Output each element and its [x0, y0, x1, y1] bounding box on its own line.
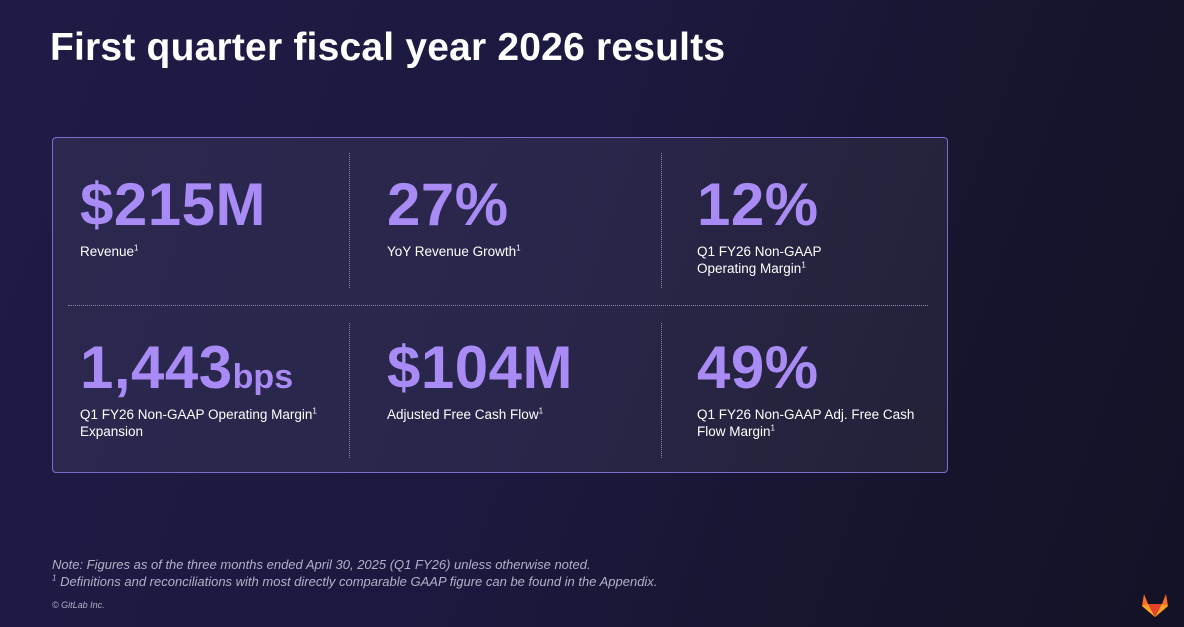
- metric-margin-expansion: 1,443bps Q1 FY26 Non-GAAP Operating Marg…: [80, 338, 317, 440]
- column-divider: [349, 153, 350, 288]
- column-divider: [661, 153, 662, 288]
- metric-value: $215M: [80, 171, 266, 238]
- metric-fcf-margin: 49% Q1 FY26 Non-GAAP Adj. Free Cash Flow …: [697, 338, 914, 440]
- metric-label: Adjusted Free Cash Flow1: [387, 406, 544, 422]
- metric-value: 12%: [697, 171, 819, 238]
- metric-label: Revenue1: [80, 243, 139, 259]
- metric-value: 1,443bps: [80, 334, 294, 401]
- metric-operating-margin: 12% Q1 FY26 Non-GAAP Operating Margin1: [697, 175, 822, 277]
- metric-label: YoY Revenue Growth1: [387, 243, 521, 259]
- footnote-line: 1 Definitions and reconciliations with m…: [52, 573, 658, 589]
- metric-label: Q1 FY26 Non-GAAP Operating Margin1 Expans…: [80, 406, 317, 439]
- metric-yoy-growth: 27% YoY Revenue Growth1: [387, 175, 521, 260]
- slide-title: First quarter fiscal year 2026 results: [50, 26, 726, 69]
- note-line: Note: Figures as of the three months end…: [52, 557, 591, 572]
- metric-label: Q1 FY26 Non-GAAP Adj. Free Cash Flow Marg…: [697, 407, 915, 439]
- metric-free-cash-flow: $104M Adjusted Free Cash Flow1: [387, 338, 573, 423]
- metrics-panel: $215M Revenue1 27% YoY Revenue Growth1 1…: [52, 137, 948, 473]
- column-divider: [661, 323, 662, 458]
- gitlab-tanuki-icon: [1142, 594, 1168, 617]
- metric-value: 49%: [697, 334, 819, 401]
- footnotes: Note: Figures as of the three months end…: [52, 556, 657, 590]
- row-divider: [68, 305, 928, 306]
- metric-label: Q1 FY26 Non-GAAP Operating Margin1: [697, 244, 822, 276]
- copyright-text: © GitLab Inc.: [52, 600, 105, 610]
- metric-revenue: $215M Revenue1: [80, 175, 266, 260]
- column-divider: [349, 323, 350, 458]
- metric-value: $104M: [387, 334, 573, 401]
- metric-value: 27%: [387, 171, 509, 238]
